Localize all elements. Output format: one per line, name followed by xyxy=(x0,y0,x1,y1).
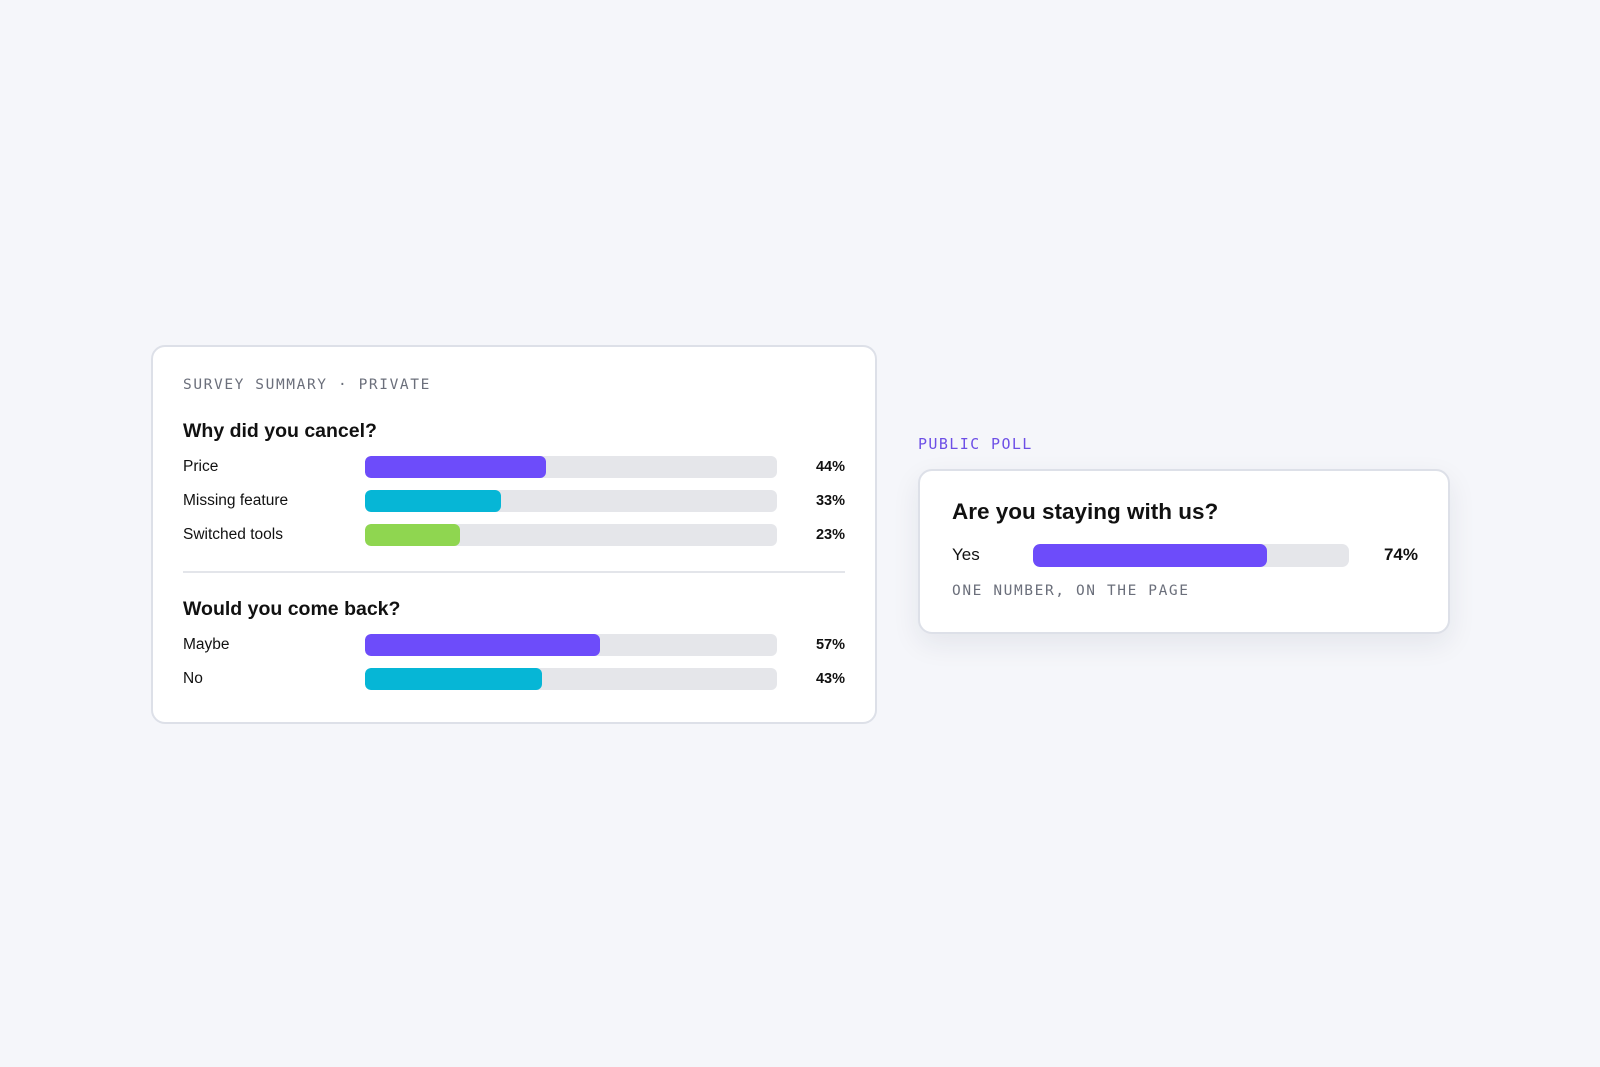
answer-percent: 44% xyxy=(815,459,845,475)
public-poll-card: Are you staying with us? Yes 74% ONE NUM… xyxy=(918,469,1450,634)
answer-bar-track xyxy=(365,456,777,478)
answer-row-missing-feature: Missing feature 33% xyxy=(183,490,845,512)
question-title: Why did you cancel? xyxy=(183,420,377,442)
question-title: Would you come back? xyxy=(183,598,401,620)
answer-percent: 33% xyxy=(815,493,845,509)
answer-list: Maybe 57% No 43% xyxy=(183,634,845,690)
poll-bar-track xyxy=(1033,543,1349,567)
answer-row-maybe: Maybe 57% xyxy=(183,634,845,656)
answer-bar-fill xyxy=(365,456,547,478)
answer-label: Maybe xyxy=(183,636,230,653)
answer-label: Price xyxy=(183,458,219,475)
answer-label: No xyxy=(183,670,203,687)
answer-row-price: Price 44% xyxy=(183,456,845,478)
answer-label: Switched tools xyxy=(183,526,283,543)
answer-row-switched-tools: Switched tools 23% xyxy=(183,524,845,546)
poll-eyebrow: PUBLIC POLL xyxy=(918,435,1033,453)
survey-summary-card: SURVEY SUMMARY · PRIVATE Why did you can… xyxy=(151,345,877,724)
poll-answer-percent: 74% xyxy=(1383,545,1418,564)
answer-bar-track xyxy=(365,634,777,656)
poll-answer-label: Yes xyxy=(952,545,980,564)
answer-bar-fill xyxy=(365,524,460,546)
answer-label: Missing feature xyxy=(183,492,289,509)
poll-bar-fill xyxy=(1033,543,1267,567)
poll-question: Are you staying with us? xyxy=(952,499,1219,524)
answer-percent: 23% xyxy=(815,527,845,543)
poll-answer-row-yes: Yes 74% xyxy=(952,543,1418,567)
answer-row-no: No 43% xyxy=(183,668,845,690)
answer-bar-track xyxy=(365,668,777,690)
poll-note: ONE NUMBER, ON THE PAGE xyxy=(952,583,1190,599)
answer-bar-track xyxy=(365,490,777,512)
answer-list: Price 44% Missing feature 33% Switched t… xyxy=(183,456,845,546)
answer-bar-fill xyxy=(365,668,543,690)
answer-bar-fill xyxy=(365,634,600,656)
answer-percent: 43% xyxy=(815,671,845,687)
survey-eyebrow: SURVEY SUMMARY · PRIVATE xyxy=(183,377,431,393)
answer-bar-fill xyxy=(365,490,501,512)
section-divider xyxy=(183,571,845,573)
answer-percent: 57% xyxy=(815,637,845,653)
answer-bar-track xyxy=(365,524,777,546)
